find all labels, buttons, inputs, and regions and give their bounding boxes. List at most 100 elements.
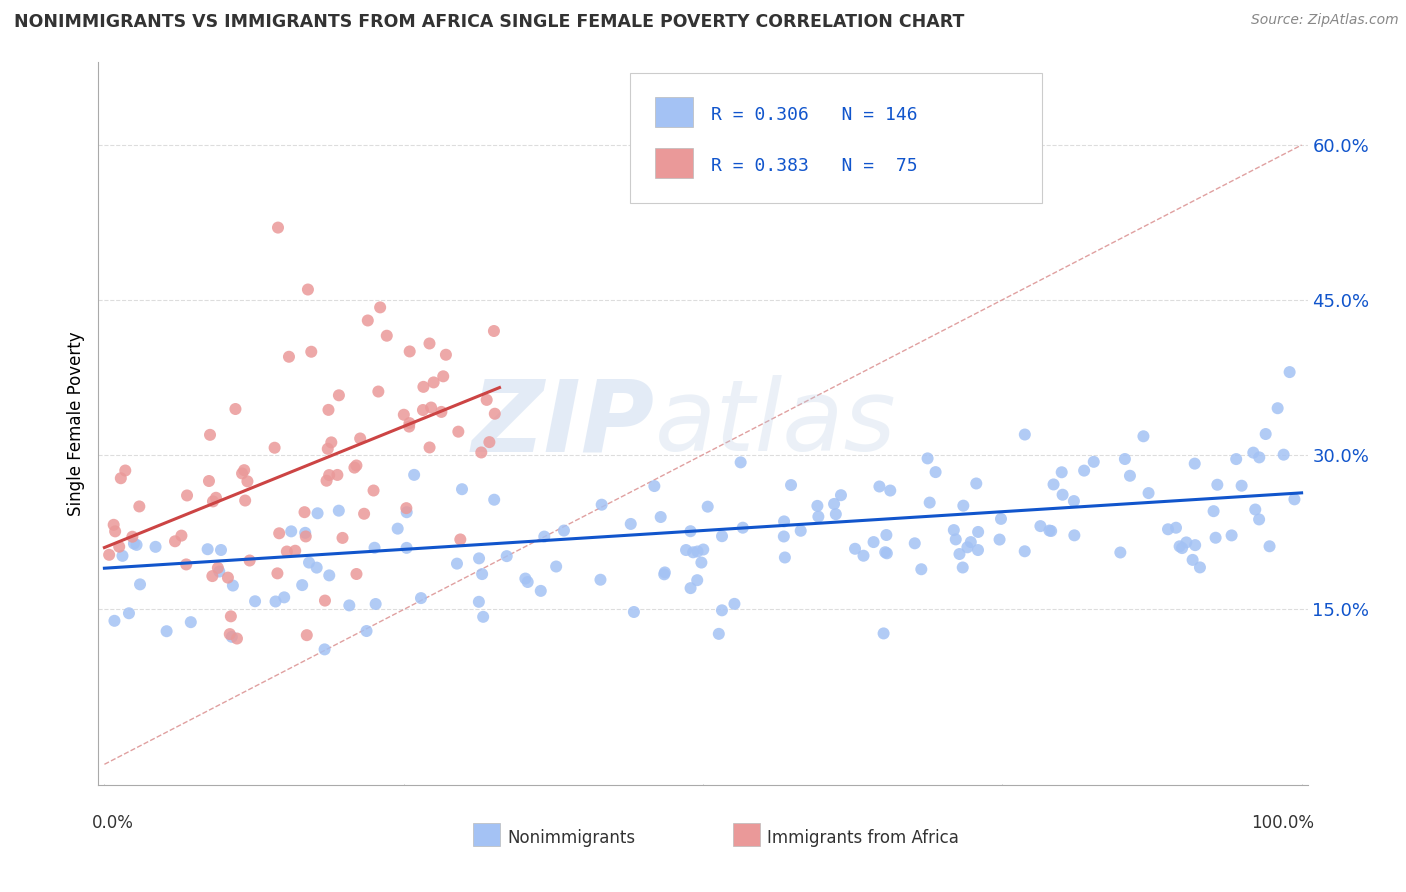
Point (217, 571, 239, 585)
Point (1014, 427, 1036, 442)
Point (546, 559, 568, 574)
Point (314, 642, 336, 657)
Point (103, 517, 125, 532)
Point (780, 478, 803, 492)
Point (236, 475, 259, 489)
Point (353, 507, 375, 521)
Point (363, 483, 385, 498)
Point (1184, 538, 1206, 552)
Point (686, 573, 709, 587)
Point (1284, 492, 1306, 507)
Point (430, 405, 453, 419)
Point (530, 583, 553, 598)
Point (176, 488, 198, 502)
Point (879, 483, 901, 498)
Text: R = 0.383   N =  75: R = 0.383 N = 75 (711, 157, 918, 175)
Point (198, 427, 221, 442)
Point (1171, 541, 1194, 555)
Point (434, 348, 457, 362)
Point (533, 530, 555, 544)
Point (418, 336, 440, 351)
Point (332, 531, 354, 545)
Point (111, 549, 134, 563)
Point (679, 581, 702, 595)
Point (773, 515, 796, 529)
Point (959, 535, 981, 549)
Point (482, 492, 505, 507)
Point (862, 535, 884, 549)
Point (904, 536, 927, 550)
Text: ZIP: ZIP (471, 376, 655, 472)
Point (266, 566, 288, 581)
Point (233, 493, 256, 508)
Point (118, 607, 141, 621)
Point (990, 512, 1012, 526)
Point (221, 630, 243, 644)
Point (291, 578, 314, 592)
Point (318, 568, 340, 582)
Point (269, 526, 291, 541)
Point (654, 566, 676, 580)
Text: 100.0%: 100.0% (1250, 814, 1313, 832)
Point (830, 488, 852, 502)
Point (965, 476, 987, 491)
Point (276, 544, 298, 558)
Point (125, 538, 148, 552)
Point (363, 541, 385, 555)
Point (170, 528, 193, 542)
Point (1206, 477, 1229, 491)
Point (789, 524, 811, 538)
Point (806, 499, 828, 513)
Text: atlas: atlas (655, 376, 896, 472)
Point (180, 615, 202, 629)
Point (1083, 455, 1105, 469)
Point (422, 376, 444, 390)
Point (1050, 465, 1073, 479)
Point (910, 562, 932, 576)
Point (1029, 519, 1052, 533)
Point (643, 479, 665, 493)
Point (307, 506, 329, 520)
Point (337, 599, 360, 613)
Point (198, 474, 221, 488)
Point (209, 543, 232, 558)
Point (398, 344, 420, 359)
Point (318, 403, 340, 417)
Point (1109, 545, 1132, 559)
Point (294, 529, 316, 543)
Point (121, 530, 143, 544)
Point (1230, 479, 1253, 493)
Point (273, 591, 295, 605)
Point (1157, 522, 1180, 536)
Point (1220, 528, 1243, 542)
Point (468, 595, 491, 609)
Point (1188, 560, 1211, 574)
Point (1132, 429, 1154, 443)
Point (917, 451, 939, 466)
Point (321, 435, 343, 450)
Point (872, 626, 894, 640)
Point (205, 491, 228, 505)
Point (824, 507, 846, 521)
Point (233, 463, 256, 477)
Point (398, 416, 420, 430)
Point (1014, 544, 1036, 558)
Point (349, 432, 371, 446)
Point (1114, 452, 1136, 467)
Point (447, 425, 470, 439)
FancyBboxPatch shape (474, 822, 501, 847)
Point (515, 572, 537, 586)
Point (368, 301, 391, 315)
Point (589, 573, 612, 587)
Point (1249, 450, 1271, 465)
Point (1063, 494, 1085, 508)
Point (942, 523, 965, 537)
Point (844, 541, 866, 556)
Point (294, 505, 316, 519)
Point (128, 500, 150, 514)
Point (201, 569, 224, 583)
Point (404, 467, 426, 482)
Point (412, 403, 434, 417)
Point (432, 369, 454, 384)
Point (1272, 448, 1295, 462)
